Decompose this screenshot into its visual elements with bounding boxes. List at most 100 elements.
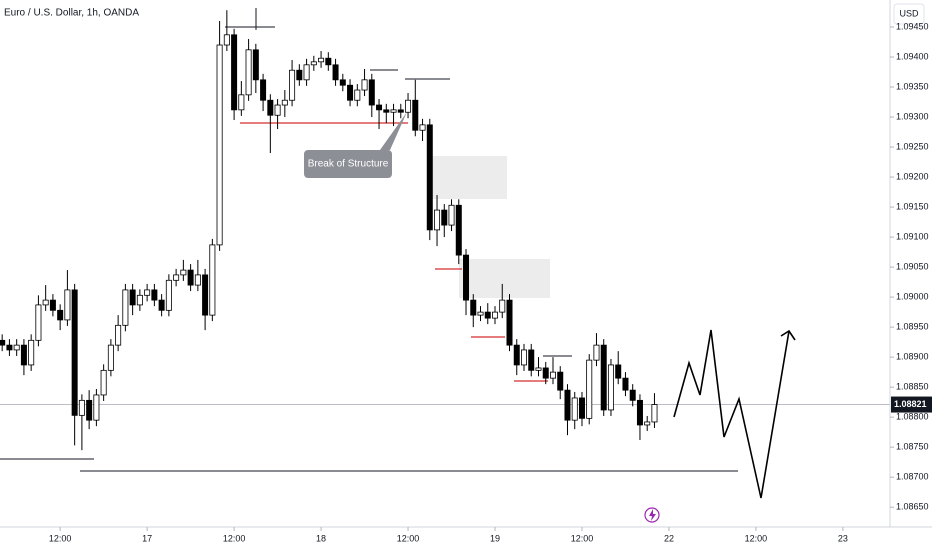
y-tick-label: 1.09200 [896, 171, 929, 181]
candle-body [281, 99, 288, 106]
candle-body [129, 289, 136, 306]
y-tick-label: 1.09000 [896, 291, 929, 301]
y-tick-label: 1.08650 [896, 502, 929, 512]
drawings: Break of Structure [0, 8, 796, 523]
candle-body [607, 364, 614, 411]
candle-body [477, 311, 484, 316]
candle-body [318, 57, 325, 63]
candle-body [6, 344, 13, 351]
candle-body [354, 89, 361, 101]
candle-body [622, 377, 629, 391]
structure-lines [240, 122, 548, 382]
candle-body [405, 99, 412, 113]
x-tick-label: 12:00 [49, 533, 72, 543]
candle-body [542, 367, 549, 379]
candle-body [42, 299, 49, 306]
candle-body [412, 99, 419, 131]
candle-body [274, 104, 281, 116]
candle-body [332, 64, 339, 81]
candle-body [535, 367, 542, 371]
candle-body [636, 399, 643, 426]
y-tick-label: 1.08700 [896, 472, 929, 482]
candle-body [376, 104, 383, 111]
candle-body [64, 289, 71, 321]
candle-body [165, 279, 172, 311]
y-tick-label: 1.09050 [896, 261, 929, 271]
y-tick-label: 1.08950 [896, 321, 929, 331]
candle-body [484, 311, 491, 319]
x-tick-label: 19 [490, 533, 500, 543]
candle-body [202, 274, 209, 316]
candle-body [144, 289, 151, 296]
candle-body [28, 339, 35, 366]
candle-body [571, 397, 578, 421]
projection-arrow [780, 329, 796, 341]
zone [459, 259, 550, 298]
candle-body [651, 404, 658, 423]
callout [304, 112, 407, 178]
candle-body [600, 344, 607, 411]
candle-body [158, 299, 165, 311]
candle-body [20, 344, 27, 366]
candle-body [615, 364, 622, 379]
candle-body [325, 57, 332, 66]
candle-body [629, 389, 636, 401]
y-tick-label: 1.08900 [896, 352, 929, 362]
candle-body [390, 109, 397, 113]
swing-lines [0, 8, 738, 472]
candle-body [71, 289, 78, 416]
candle-body [180, 269, 187, 276]
candle-body [397, 109, 404, 113]
y-tick-label: 1.09150 [896, 201, 929, 211]
candle-body [296, 69, 303, 81]
candle-body [173, 274, 180, 281]
zone [432, 156, 507, 199]
candle-body [564, 389, 571, 421]
candle-body [513, 344, 520, 366]
candle-body [238, 94, 245, 111]
candle-body [419, 124, 426, 131]
candle-body [35, 304, 42, 341]
y-tick-label: 1.08800 [896, 412, 929, 422]
candle-body [463, 254, 470, 301]
candle-body [49, 299, 56, 311]
x-tick-label: 22 [664, 533, 674, 543]
y-tick-label: 1.08850 [896, 382, 929, 392]
chart-title: Euro / U.S. Dollar, 1h, OANDA [4, 8, 139, 19]
currency-button[interactable] [893, 3, 925, 25]
candle-body [549, 371, 556, 379]
candle-body [368, 79, 375, 106]
candle-body [361, 79, 368, 91]
candle-body [578, 397, 585, 419]
candle-body [223, 34, 230, 46]
candle-body [586, 359, 593, 419]
candle-body [310, 61, 317, 66]
event-icon-bolt [649, 509, 656, 521]
candle-body [448, 204, 455, 226]
candle-body [260, 79, 267, 101]
candle-body [136, 294, 143, 306]
currency-label: USD [899, 8, 919, 18]
candle-body [0, 339, 6, 346]
candle-body [441, 209, 448, 226]
x-tick-label: 18 [316, 533, 326, 543]
y-tick-label: 1.09450 [896, 21, 929, 31]
x-tick-label: 12:00 [745, 533, 768, 543]
last-price-box [891, 396, 932, 413]
candle-body [339, 79, 346, 86]
callout-text: Break of Structure [308, 159, 389, 170]
x-tick-label: 23 [838, 533, 848, 543]
candle-body [492, 311, 499, 319]
candle-body [347, 84, 354, 101]
candle-body [470, 299, 477, 316]
candle-body [93, 394, 100, 421]
candle-body [209, 244, 216, 316]
candle-body [499, 299, 506, 313]
candle-body [78, 399, 85, 416]
y-tick-label: 1.09100 [896, 231, 929, 241]
y-tick-label: 1.09350 [896, 81, 929, 91]
candle-body [216, 44, 223, 246]
candle-body [252, 49, 259, 81]
y-tick-label: 1.09400 [896, 51, 929, 61]
